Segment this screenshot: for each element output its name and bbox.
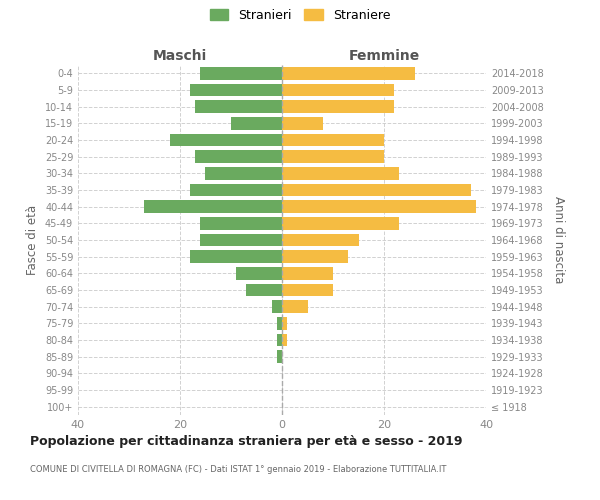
Bar [282, 317, 287, 330]
Bar [170, 134, 282, 146]
Bar [282, 167, 400, 179]
Bar [236, 267, 282, 280]
Bar [277, 317, 282, 330]
Text: COMUNE DI CIVITELLA DI ROMAGNA (FC) - Dati ISTAT 1° gennaio 2019 - Elaborazione : COMUNE DI CIVITELLA DI ROMAGNA (FC) - Da… [30, 465, 446, 474]
Bar [282, 117, 323, 130]
Bar [231, 117, 282, 130]
Bar [190, 184, 282, 196]
Bar [277, 350, 282, 363]
Bar [196, 150, 282, 163]
Y-axis label: Fasce di età: Fasce di età [26, 205, 39, 275]
Bar [200, 234, 282, 246]
Text: Femmine: Femmine [349, 48, 419, 62]
Bar [282, 284, 333, 296]
Bar [282, 334, 287, 346]
Bar [247, 284, 282, 296]
Bar [190, 84, 282, 96]
Bar [190, 250, 282, 263]
Bar [282, 217, 400, 230]
Bar [145, 200, 282, 213]
Bar [282, 234, 359, 246]
Bar [282, 134, 384, 146]
Bar [282, 250, 349, 263]
Bar [206, 167, 282, 179]
Text: Maschi: Maschi [153, 48, 207, 62]
Bar [282, 300, 308, 313]
Bar [282, 67, 415, 80]
Bar [200, 67, 282, 80]
Bar [282, 267, 333, 280]
Y-axis label: Anni di nascita: Anni di nascita [552, 196, 565, 284]
Bar [200, 217, 282, 230]
Bar [282, 150, 384, 163]
Bar [196, 100, 282, 113]
Bar [282, 84, 394, 96]
Text: Popolazione per cittadinanza straniera per età e sesso - 2019: Popolazione per cittadinanza straniera p… [30, 435, 463, 448]
Bar [277, 334, 282, 346]
Bar [282, 184, 471, 196]
Bar [272, 300, 282, 313]
Legend: Stranieri, Straniere: Stranieri, Straniere [207, 6, 393, 24]
Bar [282, 200, 476, 213]
Bar [282, 100, 394, 113]
